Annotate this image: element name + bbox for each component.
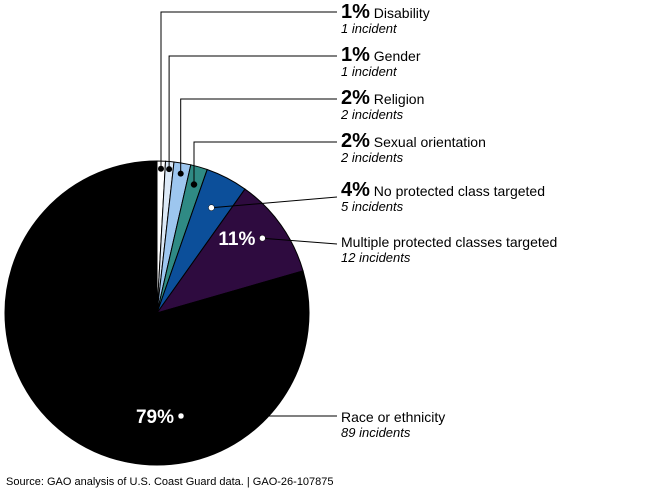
name-race-or-ethnicity: Race or ethnicity <box>341 409 446 425</box>
label-race-or-ethnicity: Race or ethnicity 89 incidents <box>341 409 445 440</box>
count-race-or-ethnicity: 89 incidents <box>341 425 411 440</box>
pct-gender: 1% <box>341 44 370 66</box>
leader-line-multiple-protected-classes-targeted <box>262 237 338 245</box>
count-religion: 2 incidents <box>341 107 404 122</box>
leader-line-disability <box>160 11 337 169</box>
slice-race-or-ethnicity <box>4 160 310 466</box>
name-sexual-orientation: Sexual orientation <box>373 134 486 150</box>
leader-line-gender <box>168 55 337 170</box>
pct-disability: 1% <box>341 1 370 23</box>
label-sexual-orientation: 2% Sexual orientation 2 incidents <box>341 130 486 165</box>
source-note: Source: GAO analysis of U.S. Coast Guard… <box>6 476 334 488</box>
label-gender: 1% Gender 1 incident <box>341 44 421 79</box>
leader-dot-sexual-orientation <box>190 181 198 188</box>
pct-no-protected-class: 4% <box>341 179 370 201</box>
value-label-multiple-protected-classes-targeted: 11% <box>218 229 255 250</box>
leader-line-sexual-orientation <box>193 141 337 185</box>
count-sexual-orientation: 2 incidents <box>341 150 404 165</box>
pct-religion: 2% <box>341 87 370 109</box>
leader-dot-no-protected-class-targeted <box>208 204 215 211</box>
count-multiple-protected-classes: 12 incidents <box>341 250 411 265</box>
count-no-protected-class: 5 incidents <box>341 199 404 214</box>
leader-line-religion <box>180 98 337 174</box>
leader-dot-gender <box>166 166 173 173</box>
value-label-race-or-ethnicity: 79% <box>136 407 174 428</box>
leader-dot-religion <box>177 170 184 177</box>
label-religion: 2% Religion 2 incidents <box>341 87 425 122</box>
name-religion: Religion <box>373 91 425 107</box>
leader-dot-race-or-ethnicity <box>177 412 185 420</box>
leader-dot-multiple-protected-classes-targeted <box>259 234 266 242</box>
leader-line-no-protected-class-targeted <box>211 196 338 209</box>
name-disability: Disability <box>373 5 430 21</box>
slice-multiple-protected-classes-targeted <box>155 188 304 314</box>
label-multiple-protected-classes: Multiple protected classes targeted 12 i… <box>341 234 557 265</box>
name-no-protected-class: No protected class targeted <box>373 183 546 199</box>
leader-dot-disability <box>158 165 164 172</box>
label-no-protected-class: 4% No protected class targeted 5 inciden… <box>341 179 546 214</box>
count-gender: 1 incident <box>341 64 397 79</box>
name-multiple-protected-classes: Multiple protected classes targeted <box>341 234 558 250</box>
label-disability: 1% Disability 1 incident <box>341 1 430 36</box>
name-gender: Gender <box>373 48 421 64</box>
pct-sexual-orientation: 2% <box>341 130 370 152</box>
count-disability: 1 incident <box>341 21 397 36</box>
